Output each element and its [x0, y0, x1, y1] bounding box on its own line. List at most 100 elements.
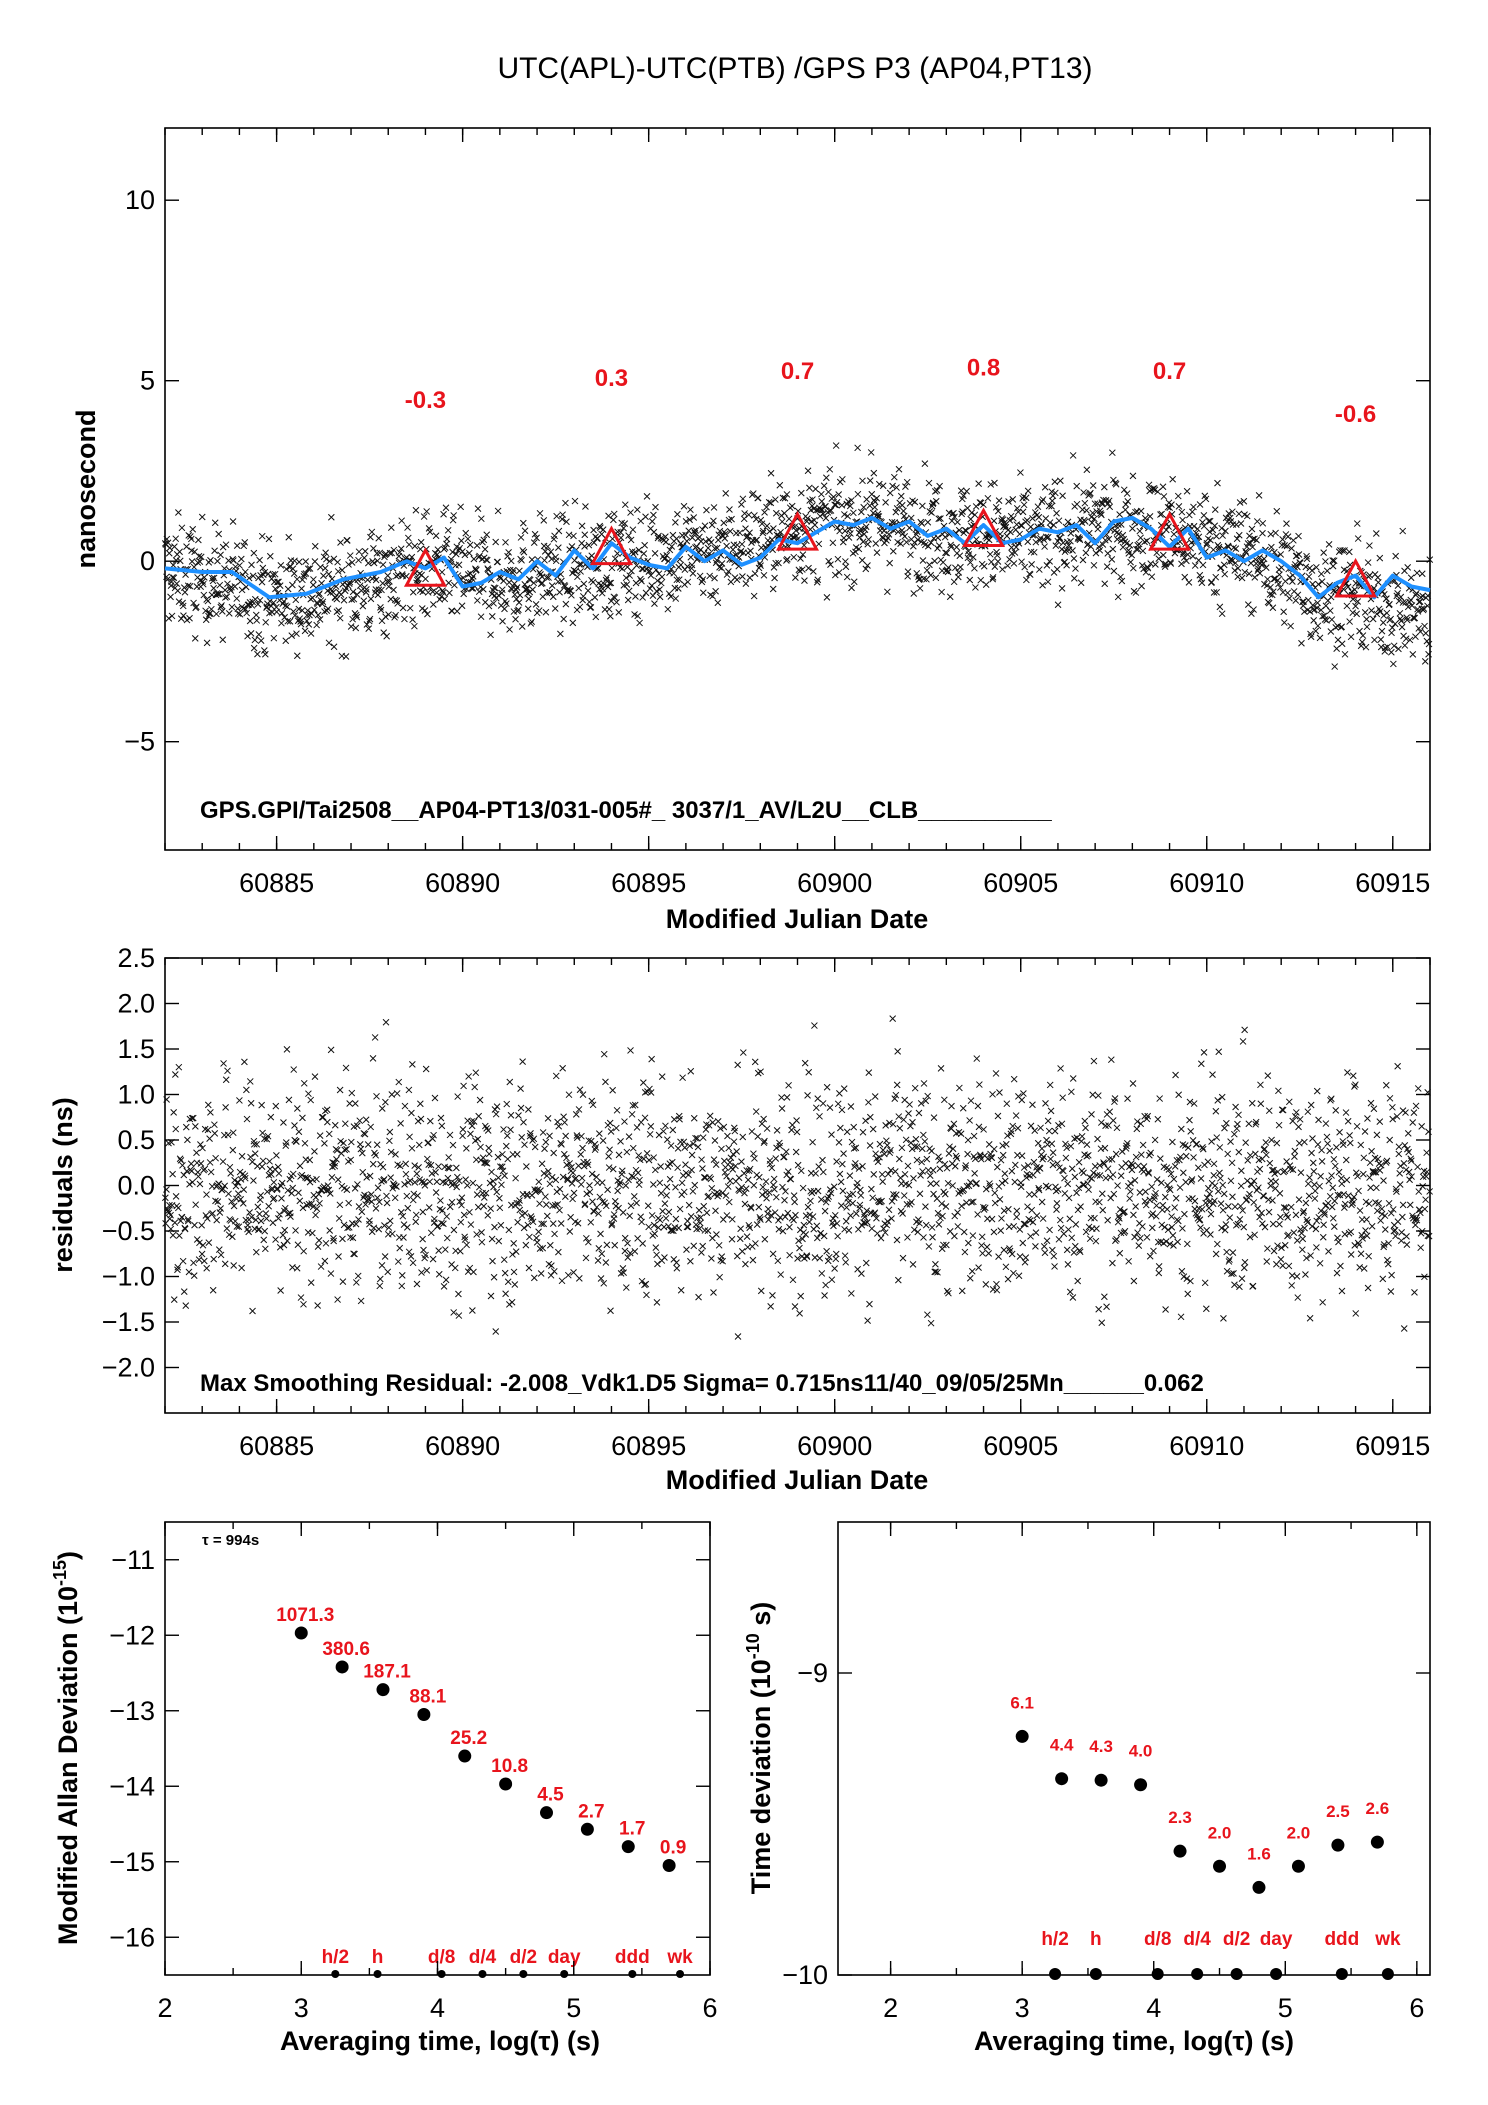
main-data-point: [560, 615, 568, 623]
mdev-data: 1071.3380.6187.188.125.210.84.52.71.70.9…: [276, 1605, 693, 1978]
main-data-point: [1413, 569, 1421, 577]
residual-point: [834, 1100, 842, 1108]
residual-point: [1276, 1190, 1284, 1197]
residual-point: [797, 1292, 805, 1300]
residual-point: [172, 1193, 180, 1200]
residual-point: [1217, 1174, 1224, 1182]
residual-point: [516, 1206, 524, 1214]
main-data-point: [766, 528, 773, 535]
residual-point: [1095, 1305, 1103, 1313]
residual-point: [1340, 1190, 1348, 1198]
residual-point: [673, 1259, 680, 1266]
residual-point: [381, 1222, 388, 1229]
main-data-point: [1076, 536, 1084, 544]
main-data-point: [197, 553, 205, 561]
main-data-point: [886, 559, 894, 567]
residual-point: [401, 1181, 408, 1188]
residual-point: [1223, 1267, 1231, 1275]
residual-point: [756, 1214, 764, 1221]
main-data-point: [512, 615, 519, 623]
main-data-point: [999, 565, 1006, 573]
residual-point: [837, 1202, 845, 1209]
main-data-point: [1215, 543, 1223, 551]
main-data-point: [1225, 510, 1233, 517]
main-data-point: [772, 559, 780, 567]
residual-point: [979, 1249, 986, 1257]
residual-point: [1186, 1116, 1193, 1124]
main-data-point: [1054, 601, 1062, 609]
main-data-point: [1213, 532, 1220, 540]
residual-point: [900, 1116, 907, 1124]
residual-point: [1407, 1155, 1415, 1163]
residual-point: [261, 1245, 269, 1253]
residual-point: [1136, 1234, 1144, 1242]
main-data-point: [847, 530, 854, 537]
main-data-point: [1118, 577, 1126, 585]
residual-point: [1197, 1175, 1205, 1182]
residual-point: [551, 1230, 558, 1238]
main-data-point: [367, 595, 375, 603]
main-data-point: [871, 498, 879, 506]
main-data-point: [394, 600, 402, 607]
main-data-point: [377, 606, 385, 614]
tdev-point: [1213, 1859, 1227, 1873]
residual-point: [468, 1122, 476, 1130]
main-data-point: [195, 536, 202, 544]
residual-point: [209, 1286, 217, 1294]
main-data-point: [704, 544, 712, 552]
residual-point: [253, 1140, 261, 1148]
main-data-point: [1198, 579, 1206, 587]
residual-point: [818, 1270, 826, 1277]
residual-point: [521, 1141, 528, 1149]
residual-point: [871, 1093, 879, 1100]
residual-point: [600, 1279, 608, 1287]
residual-point: [968, 1267, 976, 1275]
tdev-point: [1134, 1778, 1148, 1792]
main-data-point: [283, 603, 291, 610]
residual-point: [888, 1215, 895, 1222]
residual-point: [288, 1189, 296, 1197]
main-data-point: [281, 613, 289, 621]
residual-point: [759, 1183, 767, 1191]
residual-point: [1301, 1224, 1308, 1232]
residual-point: [1296, 1115, 1304, 1123]
main-data-point: [417, 538, 425, 546]
residual-point: [241, 1172, 249, 1180]
mdev-reference-label: d/4: [469, 1947, 497, 1968]
residual-point: [216, 1209, 224, 1216]
residual-point: [575, 1162, 582, 1170]
residual-point: [406, 1177, 414, 1185]
main-data-point: [259, 564, 267, 572]
main-data-point: [254, 600, 262, 608]
main-data-point: [960, 492, 967, 500]
main-data-point: [542, 608, 550, 616]
residual-point: [699, 1242, 707, 1250]
main-data-point: [1162, 526, 1170, 534]
residual-point: [1061, 1174, 1068, 1182]
residual-point: [478, 1228, 485, 1236]
main-data-point: [941, 533, 949, 541]
residual-point: [480, 1194, 488, 1201]
residual-point: [1269, 1197, 1276, 1204]
residual-point: [1125, 1257, 1133, 1265]
residual-point: [741, 1189, 748, 1197]
residual-point: [628, 1172, 636, 1180]
main-data-point: [696, 572, 704, 580]
main-data-point: [811, 521, 819, 529]
main-data-point: [278, 610, 286, 617]
main-data-point: [252, 611, 260, 619]
main-data-point: [1279, 536, 1286, 543]
residual-point: [769, 1292, 776, 1299]
residual-point: [237, 1195, 245, 1203]
residual-point: [396, 1244, 404, 1252]
main-data-point: [707, 538, 715, 546]
main-data-point: [1205, 517, 1213, 525]
residual-point: [887, 1166, 895, 1174]
main-data-point: [1397, 617, 1405, 625]
residual-point: [760, 1139, 768, 1147]
residual-point: [1166, 1240, 1174, 1248]
residual-point: [504, 1278, 512, 1286]
residual-point: [1045, 1184, 1052, 1191]
main-data-point: [343, 537, 351, 544]
main-smoothing-curve: [164, 515, 1431, 600]
